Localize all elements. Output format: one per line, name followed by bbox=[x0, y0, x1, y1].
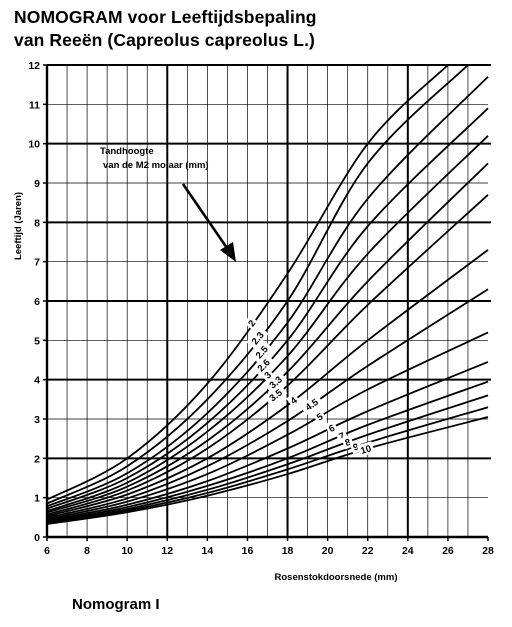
curve-4-5 bbox=[46, 288, 489, 519]
curve-label-bg bbox=[263, 383, 288, 407]
x-tick-label-10: 10 bbox=[121, 545, 133, 557]
y-tick-label-1: 1 bbox=[34, 493, 40, 505]
x-tick-label-18: 18 bbox=[282, 545, 294, 557]
curve-7 bbox=[46, 380, 489, 523]
x-tick-label-20: 20 bbox=[322, 545, 334, 557]
curve-label-2: 2 bbox=[243, 315, 260, 331]
chart-title-line-2: van Reeën (Capreolus capreolus L.) bbox=[14, 30, 315, 50]
curve-label-text: 6 bbox=[327, 423, 336, 435]
y-tick-label-11: 11 bbox=[29, 99, 40, 111]
y-tick-label-12: 12 bbox=[28, 60, 40, 72]
curve-label-bg bbox=[299, 393, 324, 416]
curve-3-5 bbox=[46, 194, 489, 516]
curve-label-text: 5 bbox=[315, 411, 326, 424]
annotation-line-1: Tandhoogte bbox=[100, 146, 154, 157]
curve-label-text: 7 bbox=[338, 431, 347, 443]
curve-label-bg bbox=[246, 326, 269, 350]
x-tick-label-16: 16 bbox=[242, 545, 254, 557]
curve-label-bg bbox=[250, 340, 273, 364]
curve-6 bbox=[46, 361, 489, 522]
curve-label-text: 2 bbox=[246, 318, 258, 329]
annotation-line-2: van de M2 molaar (mm) bbox=[103, 160, 209, 171]
curve-label-5: 5 bbox=[312, 409, 327, 425]
annotation-arrow-head bbox=[220, 242, 236, 262]
curve-label-bg bbox=[243, 315, 260, 331]
x-tick-label-12: 12 bbox=[161, 545, 173, 557]
curve-label-text: 10 bbox=[359, 443, 372, 457]
y-tick-label-6: 6 bbox=[34, 296, 40, 308]
curve-label-4: 4 bbox=[286, 392, 302, 409]
chart-title: NOMOGRAM voor Leeftijdsbepaling van Reeë… bbox=[14, 6, 317, 52]
curve-label-bg bbox=[263, 370, 288, 394]
chart-title-line-1: NOMOGRAM voor Leeftijdsbepaling bbox=[14, 7, 317, 27]
x-axis-label: Rosenstokdoorsnede (mm) bbox=[275, 572, 398, 583]
curve-label-6: 6 bbox=[324, 420, 339, 436]
curve-9 bbox=[46, 406, 489, 525]
curve-label-bg bbox=[324, 420, 339, 436]
curve-8 bbox=[46, 394, 489, 524]
y-tick-label-8: 8 bbox=[34, 217, 40, 229]
y-tick-label-7: 7 bbox=[34, 257, 40, 269]
x-tick-label-22: 22 bbox=[362, 545, 374, 557]
x-tick-label-26: 26 bbox=[442, 545, 454, 557]
y-axis-label: Leeftijd (Jaren) bbox=[13, 192, 24, 260]
curve-label-text: 9 bbox=[352, 441, 360, 453]
curve-label-bg bbox=[312, 409, 327, 425]
annotation: Tandhoogte van de M2 molaar (mm) bbox=[100, 146, 236, 262]
curve-label-bg bbox=[251, 353, 276, 377]
y-tick-label-9: 9 bbox=[34, 178, 40, 190]
y-tick-label-4: 4 bbox=[34, 375, 40, 387]
curve-label-10: 10 bbox=[356, 441, 375, 458]
x-tick-label-28: 28 bbox=[482, 545, 494, 557]
x-tick-label-24: 24 bbox=[402, 545, 414, 557]
curve-4 bbox=[46, 249, 489, 518]
x-tick-label-14: 14 bbox=[202, 545, 214, 557]
curve-5 bbox=[46, 331, 489, 521]
curve-label-bg bbox=[356, 441, 375, 458]
x-tick-label-8: 8 bbox=[84, 545, 90, 557]
curve-label-text: 4 bbox=[289, 395, 301, 407]
y-tick-label-0: 0 bbox=[34, 532, 40, 544]
curve-2 bbox=[46, 64, 449, 501]
y-tick-label-10: 10 bbox=[28, 139, 40, 151]
curve-label-bg bbox=[286, 392, 302, 409]
x-tick-label-6: 6 bbox=[44, 545, 50, 557]
annotation-arrow-shaft bbox=[181, 183, 231, 252]
nomogram-caption: Nomogram I bbox=[72, 596, 160, 613]
curve-3-3 bbox=[46, 162, 489, 514]
curve-label-text: 8 bbox=[344, 437, 353, 449]
y-tick-label-3: 3 bbox=[34, 414, 40, 426]
y-tick-label-2: 2 bbox=[34, 453, 40, 465]
curve-10 bbox=[46, 416, 489, 525]
curve-label-text: 3 bbox=[262, 370, 273, 382]
y-tick-label-5: 5 bbox=[34, 335, 40, 347]
